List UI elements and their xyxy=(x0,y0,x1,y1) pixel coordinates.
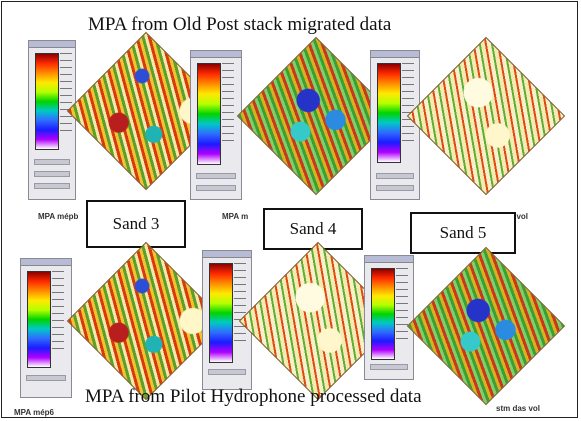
ramp-ticks xyxy=(396,268,408,345)
panel-title-bar xyxy=(365,256,413,263)
caption-top-left: MPA mépb xyxy=(38,212,79,221)
colorbar-panel-bottom-left xyxy=(20,258,72,398)
ramp-ticks xyxy=(52,271,64,355)
bottom-title: MPA from Pilot Hydrophone processed data xyxy=(85,386,422,407)
panel-title-bar xyxy=(371,51,419,58)
sand-label-5: Sand 5 xyxy=(410,212,516,254)
caption-top-mid: MPA m xyxy=(222,212,249,221)
panel-control[interactable] xyxy=(196,173,236,179)
ramp-ticks xyxy=(402,63,414,147)
top-title: MPA from Old Post stack migrated data xyxy=(88,14,392,35)
panel-control[interactable] xyxy=(34,183,70,189)
panel-control[interactable] xyxy=(34,159,70,165)
ramp-ticks xyxy=(234,263,246,347)
sand-label-3: Sand 3 xyxy=(86,200,186,248)
panel-title-bar xyxy=(29,41,75,48)
color-ramp xyxy=(377,63,401,163)
color-ramp xyxy=(197,63,221,165)
caption-bottom-left: MPA mép6 xyxy=(14,408,55,417)
panel-control[interactable] xyxy=(26,375,66,381)
colorbar-panel-top-mid xyxy=(190,50,242,200)
panel-control[interactable] xyxy=(196,185,236,191)
panel-control[interactable] xyxy=(208,369,246,375)
panel-title-bar xyxy=(203,251,251,258)
sand-label-4: Sand 4 xyxy=(263,208,363,250)
colorbar-panel-bottom-right xyxy=(364,255,414,380)
panel-control[interactable] xyxy=(370,364,408,370)
ramp-ticks xyxy=(60,53,72,137)
panel-title-bar xyxy=(191,51,241,58)
panel-control[interactable] xyxy=(376,185,414,191)
ramp-ticks xyxy=(222,63,234,147)
panel-title-bar xyxy=(21,259,71,266)
color-ramp xyxy=(209,263,233,363)
panel-control[interactable] xyxy=(376,173,414,179)
color-ramp xyxy=(27,271,51,368)
colorbar-panel-top-left xyxy=(28,40,76,200)
colorbar-panel-top-right xyxy=(370,50,420,200)
color-ramp xyxy=(35,53,59,150)
panel-control[interactable] xyxy=(34,171,70,177)
color-ramp xyxy=(371,268,395,360)
caption-bottom-right: stm das vol xyxy=(496,404,541,413)
